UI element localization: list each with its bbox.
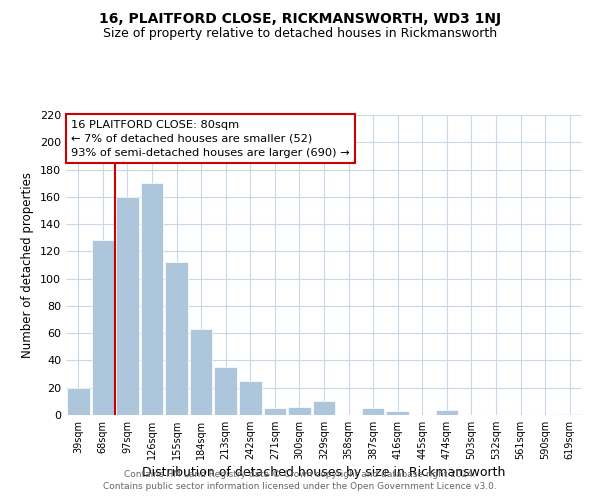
Bar	[116, 197, 139, 415]
Bar	[313, 402, 335, 415]
Text: Contains public sector information licensed under the Open Government Licence v3: Contains public sector information licen…	[103, 482, 497, 491]
Bar	[67, 388, 89, 415]
Text: 16, PLAITFORD CLOSE, RICKMANSWORTH, WD3 1NJ: 16, PLAITFORD CLOSE, RICKMANSWORTH, WD3 …	[99, 12, 501, 26]
Bar	[362, 408, 385, 415]
Bar	[239, 381, 262, 415]
Y-axis label: Number of detached properties: Number of detached properties	[22, 172, 34, 358]
Bar	[436, 410, 458, 415]
X-axis label: Distribution of detached houses by size in Rickmansworth: Distribution of detached houses by size …	[142, 466, 506, 479]
Bar	[386, 411, 409, 415]
Bar	[288, 407, 311, 415]
Bar	[140, 183, 163, 415]
Bar	[263, 408, 286, 415]
Text: Contains HM Land Registry data © Crown copyright and database right 2024.: Contains HM Land Registry data © Crown c…	[124, 470, 476, 479]
Bar	[214, 368, 237, 415]
Bar	[92, 240, 114, 415]
Text: Size of property relative to detached houses in Rickmansworth: Size of property relative to detached ho…	[103, 28, 497, 40]
Text: 16 PLAITFORD CLOSE: 80sqm
← 7% of detached houses are smaller (52)
93% of semi-d: 16 PLAITFORD CLOSE: 80sqm ← 7% of detach…	[71, 120, 350, 158]
Bar	[165, 262, 188, 415]
Bar	[190, 329, 212, 415]
Bar	[559, 414, 581, 415]
